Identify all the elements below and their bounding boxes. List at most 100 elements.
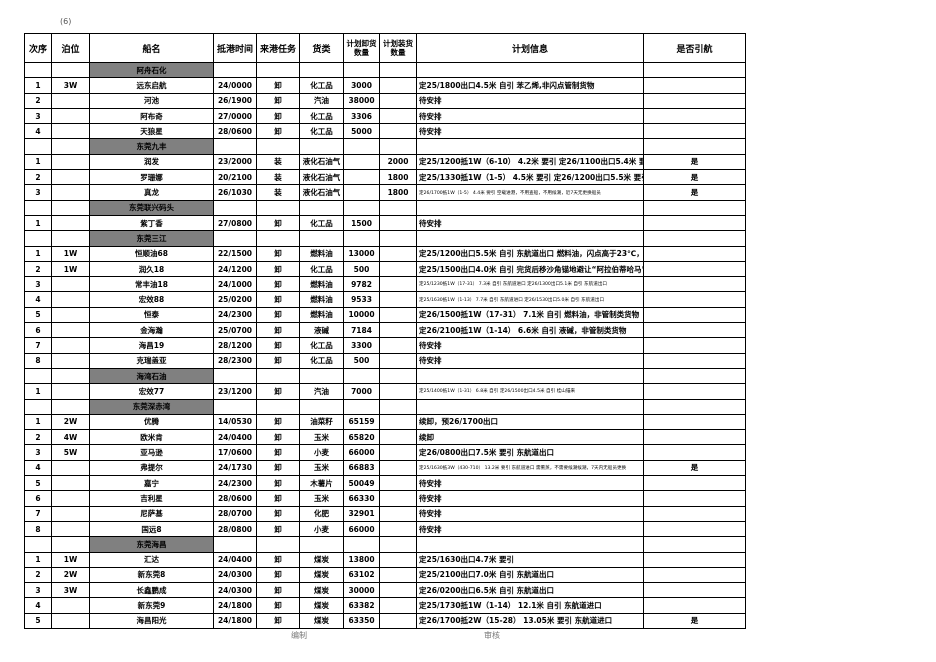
berth-cell: [51, 276, 90, 293]
plan-info-cell: 定26/0200出口6.5米 自引 东航道出口: [416, 582, 644, 599]
empty-cell: [24, 199, 52, 216]
pilot-cell: [643, 107, 746, 125]
empty-cell: [24, 61, 52, 79]
berth-cell: [51, 505, 90, 522]
section-name: 海湾石油: [89, 367, 214, 385]
empty-cell: [24, 230, 52, 247]
plan-info-cell: 定25/1330抵1W（1-5） 4.5米 要引 定26/1200出口5.5米 …: [416, 169, 644, 186]
task-cell: 卸: [256, 459, 300, 477]
empty-cell: [416, 367, 644, 385]
empty-cell: [51, 138, 90, 155]
cargo-cell: 化肥: [299, 505, 344, 522]
unload-qty-cell: 63102: [343, 566, 380, 584]
task-cell: 卸: [256, 413, 300, 431]
pilot-cell: 是: [643, 153, 746, 171]
empty-cell: [51, 536, 90, 553]
cargo-cell: 化工品: [299, 77, 344, 94]
load-qty-cell: [379, 505, 417, 522]
header-plan: 计划信息: [416, 33, 644, 63]
eta-cell: 24/0300: [213, 582, 257, 599]
pilot-cell: [643, 429, 746, 446]
unload-qty-cell: 13800: [343, 551, 380, 568]
pilot-cell: [643, 337, 746, 354]
plan-info-cell: 待安排: [416, 214, 644, 232]
empty-cell: [379, 536, 417, 553]
cargo-cell: 玉米: [299, 459, 344, 477]
berth-cell: 1W: [51, 245, 90, 262]
berth-cell: 3W: [51, 582, 90, 599]
empty-cell: [299, 536, 344, 553]
eta-cell: 24/2300: [213, 475, 257, 492]
empty-cell: [213, 536, 257, 553]
load-qty-cell: [379, 444, 417, 461]
empty-cell: [343, 367, 380, 385]
empty-cell: [213, 61, 257, 79]
load-qty-cell: [379, 337, 417, 354]
eta-cell: 28/0600: [213, 490, 257, 507]
cargo-cell: 汽油: [299, 383, 344, 400]
pilot-cell: [643, 77, 746, 94]
empty-cell: [213, 398, 257, 415]
cargo-cell: 液碱: [299, 322, 344, 339]
load-qty-cell: [379, 490, 417, 507]
task-cell: 卸: [256, 383, 300, 400]
load-qty-cell: [379, 413, 417, 431]
task-cell: 卸: [256, 337, 300, 354]
empty-cell: [213, 199, 257, 216]
seq-cell: 1: [24, 383, 52, 400]
plan-info-cell: 待安排: [416, 490, 644, 507]
ship-name-cell: 阿布奇: [89, 107, 214, 125]
unload-qty-cell: [343, 184, 380, 201]
empty-cell: [416, 138, 644, 155]
eta-cell: 26/1030: [213, 184, 257, 201]
berth-cell: 2W: [51, 566, 90, 584]
task-cell: 卸: [256, 276, 300, 293]
eta-cell: 25/0700: [213, 322, 257, 339]
plan-info-cell: 待安排: [416, 337, 644, 354]
berth-cell: [51, 184, 90, 201]
seq-cell: 3: [24, 582, 52, 599]
ship-name-cell: 优腾: [89, 413, 214, 431]
seq-cell: 6: [24, 490, 52, 507]
table-row: 4 天狼星 28/0600 卸化工品 5000 待安排: [24, 123, 746, 140]
empty-cell: [379, 398, 417, 415]
unload-qty-cell: 38000: [343, 92, 380, 109]
table-row: 3 阿布奇 27/0000 卸化工品 3306 待安排: [24, 107, 746, 125]
load-qty-cell: [379, 260, 417, 278]
prepared-by-label: 编制: [291, 631, 307, 640]
seq-cell: 5: [24, 475, 52, 492]
cargo-cell: 小麦: [299, 520, 344, 538]
pilot-cell: [643, 276, 746, 293]
seq-cell: 3: [24, 107, 52, 125]
task-cell: 卸: [256, 322, 300, 339]
ship-name-cell: 欧米肯: [89, 429, 214, 446]
section-row: 阿舟石化: [24, 61, 746, 79]
ship-schedule-table: 次序 泊位 船名 抵港时间 来港任务 货类 计划卸货数量 计划装货数量 计划信息…: [24, 33, 746, 629]
cargo-cell: 化工品: [299, 214, 344, 232]
plan-info-cell: 定26/1700抵2W（15-28） 13.05米 要引 东航道进口: [416, 612, 644, 629]
load-qty-cell: [379, 582, 417, 599]
eta-cell: 24/1000: [213, 276, 257, 293]
plan-info-cell: 续卸: [416, 429, 644, 446]
table-row: 2 1W 润久18 24/1200 卸化工品 500 定25/1500出口4.0米 自引 完…: [24, 260, 746, 278]
unload-qty-cell: 500: [343, 352, 380, 369]
cargo-cell: 木薯片: [299, 475, 344, 492]
berth-cell: [51, 520, 90, 538]
berth-cell: 3W: [51, 77, 90, 94]
pilot-cell: 是: [643, 459, 746, 477]
table-row: 3 5W 亚马逊 17/0600 卸小麦 66000 定26/0800出口7.5米 要引 东…: [24, 444, 746, 461]
eta-cell: 28/2300: [213, 352, 257, 369]
task-cell: 装: [256, 153, 300, 171]
task-cell: 卸: [256, 123, 300, 140]
table-row: 2 2W 新东莞8 24/0300 卸煤炭 63102 定25/2100出口7.0米 自引 …: [24, 566, 746, 584]
empty-cell: [51, 367, 90, 385]
plan-info-cell: 定25/1630出口4.7米 要引: [416, 551, 644, 568]
plan-info-cell: 续卸，预26/1700出口: [416, 413, 644, 431]
plan-info-cell: 定25/1630抵3W（430-710） 13.2米 要引 东航道进口 需熏蒸，…: [416, 459, 644, 477]
pilot-cell: [643, 597, 746, 614]
cargo-cell: 化工品: [299, 107, 344, 125]
header-unload-qty: 计划卸货数量: [343, 33, 380, 63]
eta-cell: 24/1200: [213, 260, 257, 278]
pilot-cell: [643, 444, 746, 461]
header-task: 来港任务: [256, 33, 300, 63]
